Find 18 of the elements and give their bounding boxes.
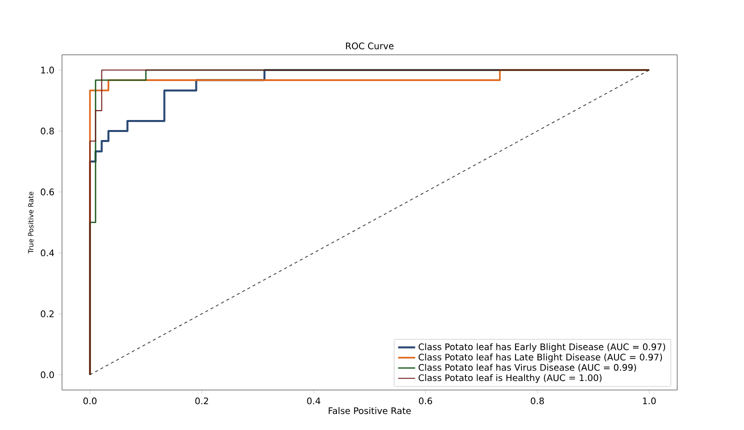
x-axis-title: False Positive Rate — [328, 407, 411, 414]
x-tick-label: 0.4 — [307, 398, 320, 404]
y-tick-label: 0.4 — [40, 249, 54, 256]
legend-label: Class Potato leaf is Healthy (AUC = 1.00) — [418, 374, 602, 383]
legend-label: Class Potato leaf has Early Blight Disease (AUC = 0.97) — [418, 343, 666, 352]
x-tick-label: 0.0 — [83, 398, 96, 404]
chart-title: ROC Curve — [346, 42, 394, 50]
x-tick-label: 1.0 — [643, 398, 656, 404]
y-tick-label: 0.2 — [40, 310, 54, 318]
y-tick-label: 0.0 — [40, 371, 54, 378]
legend-label: Class Potato leaf has Virus Disease (AUC = 0.99) — [418, 364, 636, 372]
x-tick-label: 0.6 — [418, 398, 432, 404]
x-tick-label: 0.8 — [530, 398, 544, 404]
y-tick-label: 0.8 — [40, 128, 54, 134]
legend-label: Class Potato leaf has Late Blight Disease (AUC = 0.97) — [418, 354, 662, 362]
y-tick-label: 0.6 — [40, 188, 54, 196]
x-tick-label: 0.2 — [195, 398, 208, 404]
y-tick-label: 1.0 — [41, 66, 54, 74]
